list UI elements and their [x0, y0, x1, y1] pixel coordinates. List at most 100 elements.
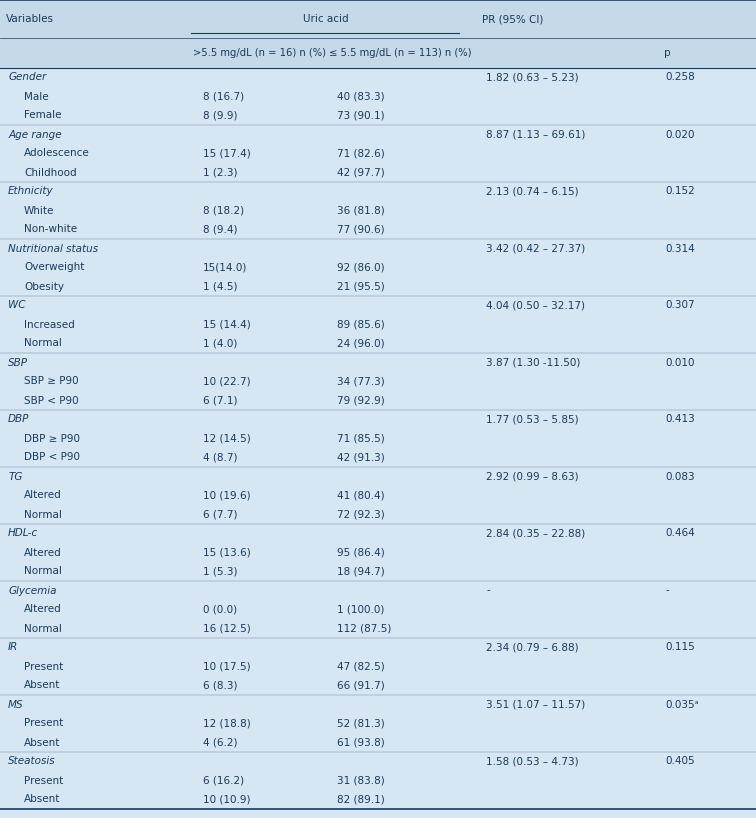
Text: 42 (91.3): 42 (91.3): [337, 452, 385, 462]
Text: 79 (92.9): 79 (92.9): [337, 395, 385, 406]
Text: 95 (86.4): 95 (86.4): [337, 547, 385, 558]
Text: Present: Present: [24, 718, 64, 729]
Text: 6 (8.3): 6 (8.3): [203, 681, 237, 690]
Text: 0.405: 0.405: [666, 757, 696, 766]
Text: 31 (83.8): 31 (83.8): [337, 775, 385, 785]
Text: 18 (94.7): 18 (94.7): [337, 567, 385, 577]
Text: Normal: Normal: [24, 339, 62, 348]
Text: Overweight: Overweight: [24, 263, 85, 272]
Text: 1 (5.3): 1 (5.3): [203, 567, 237, 577]
Text: 71 (85.5): 71 (85.5): [337, 434, 385, 443]
Text: 0.083: 0.083: [666, 471, 696, 482]
Text: Present: Present: [24, 662, 64, 672]
Text: 21 (95.5): 21 (95.5): [337, 281, 385, 291]
Text: 15 (13.6): 15 (13.6): [203, 547, 250, 558]
Text: Altered: Altered: [24, 491, 62, 501]
Text: 3.51 (1.07 – 11.57): 3.51 (1.07 – 11.57): [486, 699, 586, 709]
Text: Normal: Normal: [24, 623, 62, 633]
Text: 89 (85.6): 89 (85.6): [337, 320, 385, 330]
Text: HDL-c: HDL-c: [8, 528, 39, 538]
Text: 3.42 (0.42 – 27.37): 3.42 (0.42 – 27.37): [486, 244, 586, 254]
Text: Childhood: Childhood: [24, 168, 76, 178]
Text: IR: IR: [8, 642, 18, 653]
Text: 0 (0.0): 0 (0.0): [203, 605, 237, 614]
Text: 6 (16.2): 6 (16.2): [203, 775, 244, 785]
Text: Uric acid: Uric acid: [303, 14, 349, 24]
Text: Increased: Increased: [24, 320, 75, 330]
Text: 10 (10.9): 10 (10.9): [203, 794, 250, 804]
Text: -: -: [486, 586, 490, 596]
Text: 2.84 (0.35 – 22.88): 2.84 (0.35 – 22.88): [486, 528, 586, 538]
Text: 73 (90.1): 73 (90.1): [337, 110, 385, 120]
Text: 42 (97.7): 42 (97.7): [337, 168, 385, 178]
Text: Ethnicity: Ethnicity: [8, 187, 54, 196]
Text: 1.77 (0.53 – 5.85): 1.77 (0.53 – 5.85): [486, 415, 579, 425]
Text: 10 (22.7): 10 (22.7): [203, 376, 250, 386]
Text: Steatosis: Steatosis: [8, 757, 56, 766]
Text: 1 (100.0): 1 (100.0): [337, 605, 384, 614]
Text: DBP: DBP: [8, 415, 29, 425]
Text: Altered: Altered: [24, 605, 62, 614]
Text: 71 (82.6): 71 (82.6): [337, 149, 385, 159]
Text: 1 (2.3): 1 (2.3): [203, 168, 237, 178]
Text: 34 (77.3): 34 (77.3): [337, 376, 385, 386]
Text: 4.04 (0.50 – 32.17): 4.04 (0.50 – 32.17): [486, 300, 585, 311]
Text: ≤ 5.5 mg/dL (n = 113) n (%): ≤ 5.5 mg/dL (n = 113) n (%): [329, 48, 471, 58]
Bar: [0, 0, 756, 38]
Text: 4 (8.7): 4 (8.7): [203, 452, 237, 462]
Text: Altered: Altered: [24, 547, 62, 558]
Text: Absent: Absent: [24, 794, 60, 804]
Text: 36 (81.8): 36 (81.8): [337, 205, 385, 215]
Text: Male: Male: [24, 92, 48, 101]
Text: SBP: SBP: [8, 357, 28, 367]
Text: 8 (16.7): 8 (16.7): [203, 92, 244, 101]
Text: 0.307: 0.307: [666, 300, 696, 311]
Text: 3.87 (1.30 -11.50): 3.87 (1.30 -11.50): [486, 357, 581, 367]
Text: Female: Female: [24, 110, 61, 120]
Text: Gender: Gender: [8, 73, 46, 83]
Text: 0.035ᵃ: 0.035ᵃ: [666, 699, 699, 709]
Text: 6 (7.7): 6 (7.7): [203, 510, 237, 519]
Text: 4 (6.2): 4 (6.2): [203, 738, 237, 748]
Text: Adolescence: Adolescence: [24, 149, 90, 159]
Text: 16 (12.5): 16 (12.5): [203, 623, 250, 633]
Text: 82 (89.1): 82 (89.1): [337, 794, 385, 804]
Text: 0.413: 0.413: [666, 415, 696, 425]
Text: 1.82 (0.63 – 5.23): 1.82 (0.63 – 5.23): [486, 73, 579, 83]
Text: 24 (96.0): 24 (96.0): [337, 339, 385, 348]
Text: 41 (80.4): 41 (80.4): [337, 491, 385, 501]
Text: 72 (92.3): 72 (92.3): [337, 510, 385, 519]
Text: Normal: Normal: [24, 567, 62, 577]
Text: 66 (91.7): 66 (91.7): [337, 681, 385, 690]
Text: 10 (19.6): 10 (19.6): [203, 491, 250, 501]
Text: Nutritional status: Nutritional status: [8, 244, 98, 254]
Text: 2.13 (0.74 – 6.15): 2.13 (0.74 – 6.15): [486, 187, 579, 196]
Text: 1.58 (0.53 – 4.73): 1.58 (0.53 – 4.73): [486, 757, 579, 766]
Text: 77 (90.6): 77 (90.6): [337, 224, 385, 235]
Text: 1 (4.5): 1 (4.5): [203, 281, 237, 291]
Text: Non-white: Non-white: [24, 224, 77, 235]
Text: 15 (17.4): 15 (17.4): [203, 149, 250, 159]
Text: 47 (82.5): 47 (82.5): [337, 662, 385, 672]
Text: SBP < P90: SBP < P90: [24, 395, 79, 406]
Text: >5.5 mg/dL (n = 16) n (%): >5.5 mg/dL (n = 16) n (%): [193, 48, 326, 58]
Text: White: White: [24, 205, 54, 215]
Text: -: -: [666, 586, 670, 596]
Text: 1 (4.0): 1 (4.0): [203, 339, 237, 348]
Text: 12 (14.5): 12 (14.5): [203, 434, 250, 443]
Text: PR (95% CI): PR (95% CI): [482, 14, 544, 24]
Text: 6 (7.1): 6 (7.1): [203, 395, 237, 406]
Text: 2.92 (0.99 – 8.63): 2.92 (0.99 – 8.63): [486, 471, 579, 482]
Text: 0.464: 0.464: [666, 528, 696, 538]
Text: DBP ≥ P90: DBP ≥ P90: [24, 434, 80, 443]
Text: 12 (18.8): 12 (18.8): [203, 718, 250, 729]
Text: Present: Present: [24, 775, 64, 785]
Text: 8 (18.2): 8 (18.2): [203, 205, 244, 215]
Text: Variables: Variables: [6, 14, 54, 24]
Text: 10 (17.5): 10 (17.5): [203, 662, 250, 672]
Text: 15(14.0): 15(14.0): [203, 263, 247, 272]
Text: 0.020: 0.020: [666, 129, 696, 140]
Text: 61 (93.8): 61 (93.8): [337, 738, 385, 748]
Text: 2.34 (0.79 – 6.88): 2.34 (0.79 – 6.88): [486, 642, 579, 653]
Text: 0.314: 0.314: [666, 244, 696, 254]
